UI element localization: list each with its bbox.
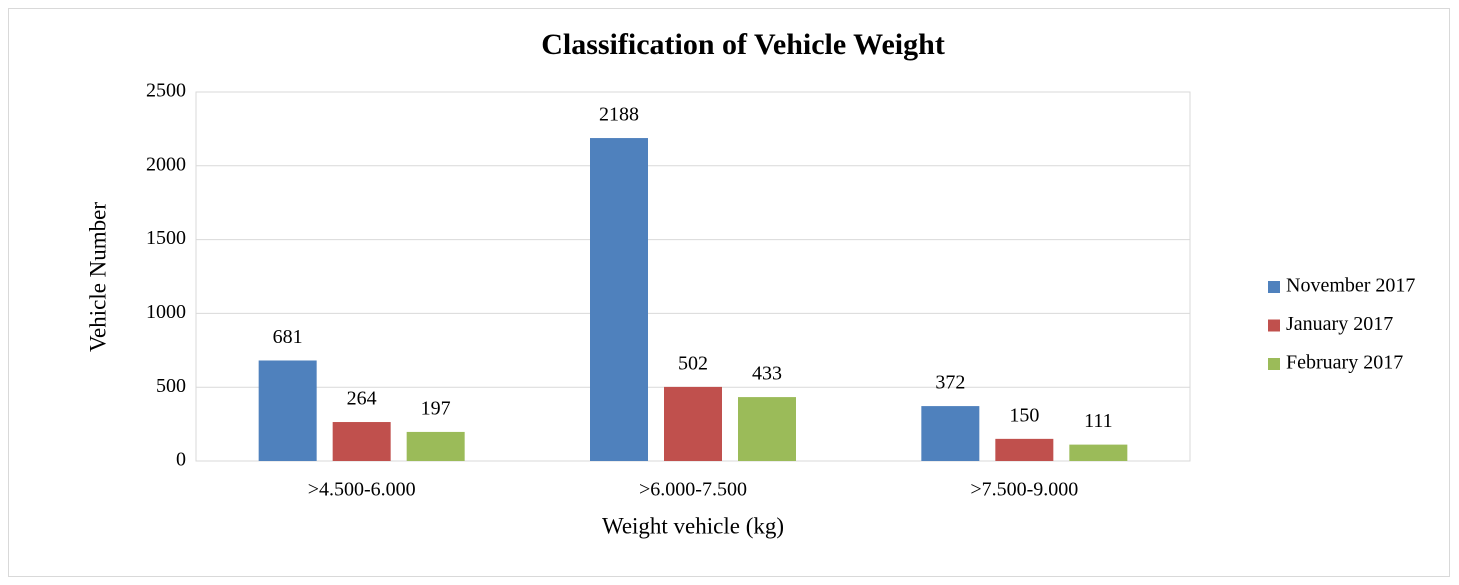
bar — [258, 360, 317, 461]
legend-label: February 2017 — [1286, 352, 1403, 374]
x-tick-label: >6.000-7.500 — [639, 479, 747, 501]
data-label: 372 — [935, 372, 965, 394]
legend-swatch — [1268, 358, 1280, 370]
bar — [738, 397, 796, 461]
legend-swatch — [1268, 281, 1280, 293]
bar — [1069, 444, 1128, 461]
data-label: 502 — [678, 352, 708, 374]
y-tick-label: 2500 — [146, 80, 186, 102]
legend-label: November 2017 — [1286, 275, 1415, 297]
data-label: 681 — [273, 326, 303, 348]
data-label: 150 — [1009, 404, 1039, 426]
bar — [921, 406, 980, 461]
chart-title: Classification of Vehicle Weight — [541, 28, 945, 61]
bar — [332, 422, 391, 461]
data-label: 2188 — [599, 104, 639, 126]
y-tick-label: 2000 — [146, 153, 186, 175]
data-label: 197 — [421, 398, 451, 420]
y-tick-label: 0 — [176, 449, 186, 471]
data-label: 111 — [1084, 410, 1113, 432]
data-label: 433 — [752, 363, 782, 385]
data-label: 264 — [347, 388, 377, 410]
y-tick-label: 1500 — [146, 227, 186, 249]
bar — [995, 438, 1054, 461]
y-tick-label: 1000 — [146, 301, 186, 323]
legend-label: January 2017 — [1286, 313, 1393, 335]
x-axis-label: Weight vehicle (kg) — [602, 513, 784, 538]
bar — [664, 386, 722, 461]
legend-swatch — [1268, 319, 1280, 332]
x-tick-label: >4.500-6.000 — [308, 479, 416, 501]
bar — [590, 138, 648, 461]
chart-border — [8, 8, 1450, 577]
x-tick-label: >7.500-9.000 — [970, 479, 1078, 501]
bar — [406, 431, 465, 461]
y-tick-label: 500 — [156, 375, 186, 397]
y-axis-label: Vehicle Number — [85, 202, 110, 352]
